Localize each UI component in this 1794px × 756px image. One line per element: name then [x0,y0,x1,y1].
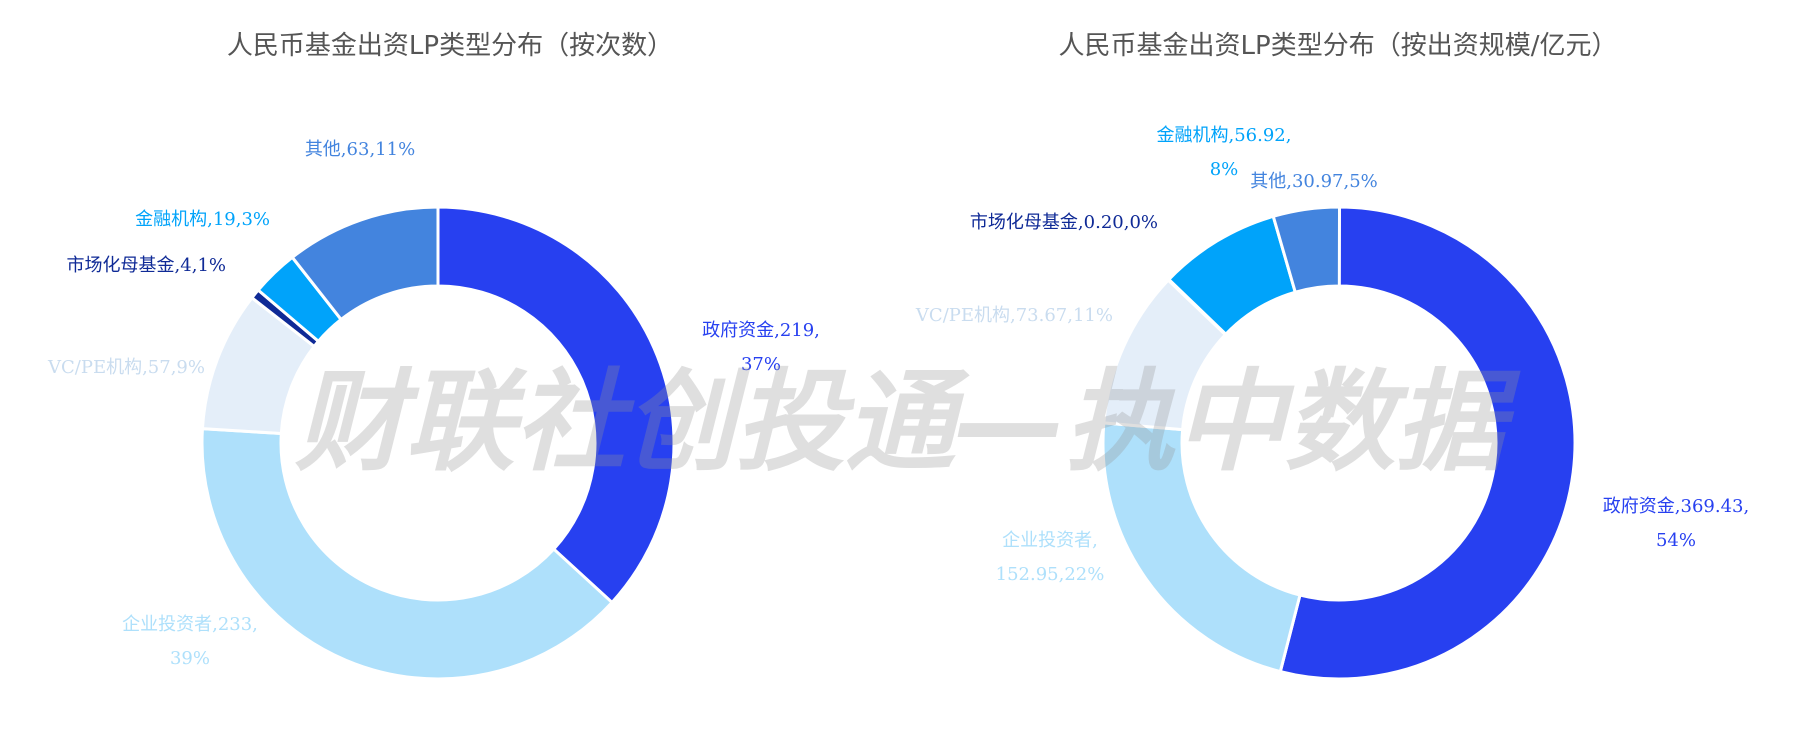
slice-企业投资者 [200,427,615,681]
data-label-其他: 其他,30.97,5% [1250,171,1378,192]
data-label-企业投资者: 企业投资者, 152.95,22% [996,530,1105,585]
slice-labels: 政府资金,369.43, 54% 企业投资者, 152.95,22% VC/PE机构,7… [915,125,1749,585]
data-label-政府资金: 政府资金,369.43, 54% [1603,496,1749,551]
data-label-其他: 其他,63,11% [305,139,415,160]
data-label-政府资金: 政府资金,219, 37% [702,320,820,375]
data-label-vc-pe机构: VC/PE机构,57,9% [47,357,205,378]
donut-chart-by-amount: 人民币基金出资LP类型分布（按出资规模/亿元） 政府资金,369.43, 54% 企… [915,31,1749,681]
slice-labels: 政府资金,219, 37% 企业投资者,233, 39% VC/PE机构,57,9% 市场… [47,139,820,669]
donut-chart-by-count: 人民币基金出资LP类型分布（按次数） 政府资金,219, 37% 企业投资者,233… [47,31,820,681]
data-label-vc-pe机构: VC/PE机构,73.67,11% [915,305,1113,326]
data-label-金融机构: 金融机构,56.92, 8% [1157,125,1292,180]
slice-政府资金 [1278,205,1577,681]
donut-slices [1101,205,1577,681]
data-label-市场化母基金: 市场化母基金,0.20,0% [970,212,1158,233]
chart-title: 人民币基金出资LP类型分布（按次数） [227,31,673,61]
slice-其他 [290,205,440,322]
data-label-金融机构: 金融机构,19,3% [135,209,270,230]
data-label-企业投资者: 企业投资者,233, 39% [122,614,258,669]
slice-政府资金 [436,205,676,605]
chart-title: 人民币基金出资LP类型分布（按出资规模/亿元） [1059,31,1618,61]
data-label-市场化母基金: 市场化母基金,4,1% [67,255,226,276]
donut-slices [200,205,676,681]
watermark-text: 财联社创投通—执中数据 [295,358,1521,486]
slice-其他 [1271,205,1342,295]
